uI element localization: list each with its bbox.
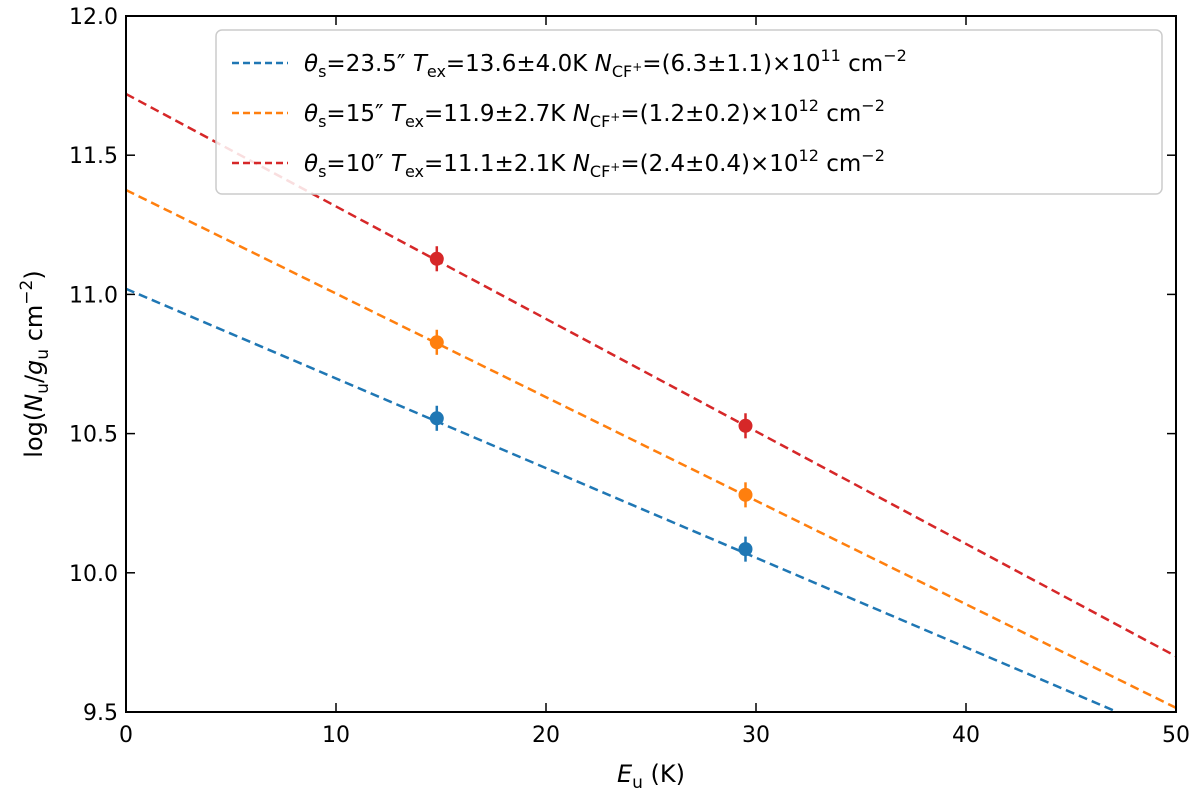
- y-tick-label: 9.5: [83, 701, 118, 726]
- legend-box: [215, 29, 1163, 195]
- data-point-1-2: [738, 542, 753, 557]
- x-tick-label: 50: [1162, 723, 1190, 748]
- x-tick-label: 40: [952, 723, 980, 748]
- y-axis-label: log(Nu/gu cm−2): [17, 270, 53, 457]
- y-tick-label: 10.0: [69, 562, 118, 587]
- data-point-3-1: [429, 251, 444, 266]
- data-point-1-1: [429, 411, 444, 426]
- data-point-2-1: [429, 335, 444, 350]
- legend-entry-1: θs=23.5″ Tex=13.6±4.0K NCF+=(6.3±1.1)×10…: [232, 46, 907, 81]
- x-tick-label: 20: [532, 723, 560, 748]
- data-point-2-2: [738, 487, 753, 502]
- y-tick-label: 12.0: [69, 5, 118, 30]
- x-tick-label: 10: [322, 723, 350, 748]
- legend-label-1: θs=23.5″ Tex=13.6±4.0K NCF+=(6.3±1.1)×10…: [304, 46, 907, 81]
- axes-ticks: 0 10 20 30 40 50 9.5 10.0 10.5 11.0 11.5 12.0: [69, 5, 1190, 748]
- legend: θs=23.5″ Tex=13.6±4.0K NCF+=(6.3±1.1)×10…: [215, 29, 1163, 195]
- y-tick-label: 11.5: [69, 144, 118, 169]
- legend-entry-2: θs=15″ Tex=11.9±2.7K NCF+=(1.2±0.2)×1012…: [232, 96, 885, 131]
- data-point-3-2: [738, 418, 753, 433]
- y-tick-label: 10.5: [69, 423, 118, 448]
- fit-line-2: [126, 188, 1176, 709]
- y-tick-label: 11.0: [69, 283, 118, 308]
- x-tick-label: 30: [742, 723, 770, 748]
- fit-line-1: [126, 287, 1121, 712]
- x-tick-label: 0: [119, 723, 133, 748]
- legend-label-2: θs=15″ Tex=11.9±2.7K NCF+=(1.2±0.2)×1012…: [304, 96, 885, 131]
- x-axis-label: Eu (K): [617, 760, 685, 793]
- plot-frame: [125, 15, 1177, 713]
- legend-label-3: θs=10″ Tex=11.1±2.1K NCF+=(2.4±0.4)×1012…: [304, 146, 885, 181]
- legend-entry-3: θs=10″ Tex=11.1±2.1K NCF+=(2.4±0.4)×1012…: [232, 146, 885, 181]
